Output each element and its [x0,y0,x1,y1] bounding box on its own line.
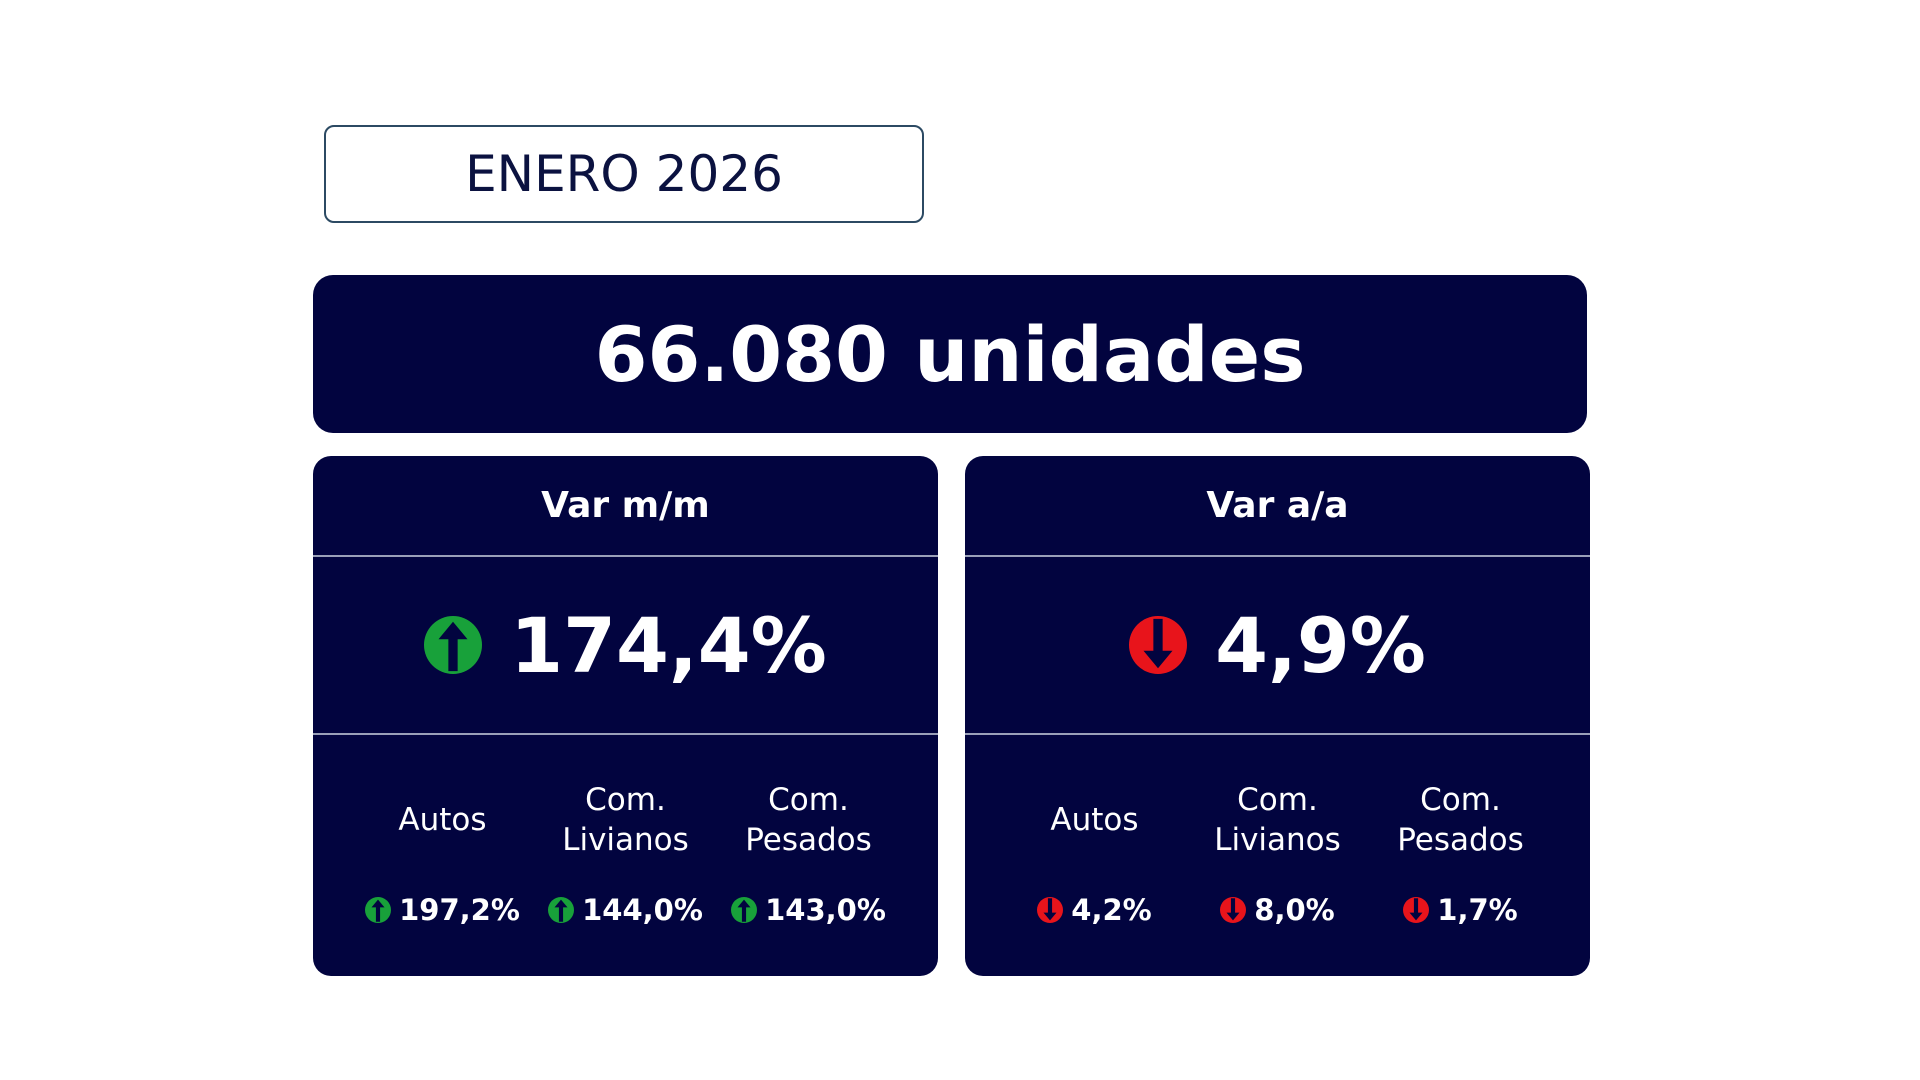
item: Autos 197,2% [353,775,533,927]
item-value-text: 197,2% [399,893,520,927]
item-label: Com. Livianos [562,782,689,858]
item-value-text: 144,0% [582,893,703,927]
item-value: 197,2% [365,893,520,927]
item-value: 143,0% [731,893,886,927]
item-value-text: 1,7% [1437,893,1518,927]
up-icon [424,616,483,674]
total-units: 66.080 unidades [313,275,1587,433]
up-icon [731,897,758,923]
item: Com. Pesados 1,7% [1371,775,1551,927]
item: Com. Livianos 8,0% [1188,775,1368,927]
down-icon [1037,897,1064,923]
item: Autos 4,2% [1005,775,1185,927]
item-value: 1,7% [1403,893,1518,927]
item-value: 144,0% [548,893,703,927]
panel-title: Var a/a [965,456,1590,557]
down-icon [1129,616,1188,674]
up-icon [548,897,575,923]
panel-value: 4,9% [1215,600,1426,690]
panel-main: 174,4% [313,557,938,735]
item-label: Autos [1050,802,1139,838]
panel-main: 4,9% [965,557,1590,735]
item: Com. Pesados 143,0% [719,775,899,927]
panel-title: Var m/m [313,456,938,557]
panel-mm: Var m/m 174,4% Autos 197,2% Com. Livianos… [313,456,938,976]
item-value: 8,0% [1220,893,1335,927]
item-label: Com. Livianos [1214,782,1341,858]
down-icon [1220,897,1247,923]
item-value-text: 4,2% [1071,893,1152,927]
item-row: Autos 197,2% Com. Livianos 144,0% Com. Pes… [313,735,938,927]
panel-aa: Var a/a 4,9% Autos 4,2% Com. Livianos 8,0%… [965,456,1590,976]
item-label: Com. Pesados [745,782,872,858]
up-icon [365,897,392,923]
item: Com. Livianos 144,0% [536,775,716,927]
item-value: 4,2% [1037,893,1152,927]
item-row: Autos 4,2% Com. Livianos 8,0% Com. Pesados… [965,735,1590,927]
panel-value: 174,4% [510,600,827,690]
item-label: Com. Pesados [1397,782,1524,858]
down-icon [1403,897,1430,923]
period-label: ENERO 2026 [324,125,924,223]
item-value-text: 8,0% [1254,893,1335,927]
item-value-text: 143,0% [765,893,886,927]
item-label: Autos [398,802,487,838]
